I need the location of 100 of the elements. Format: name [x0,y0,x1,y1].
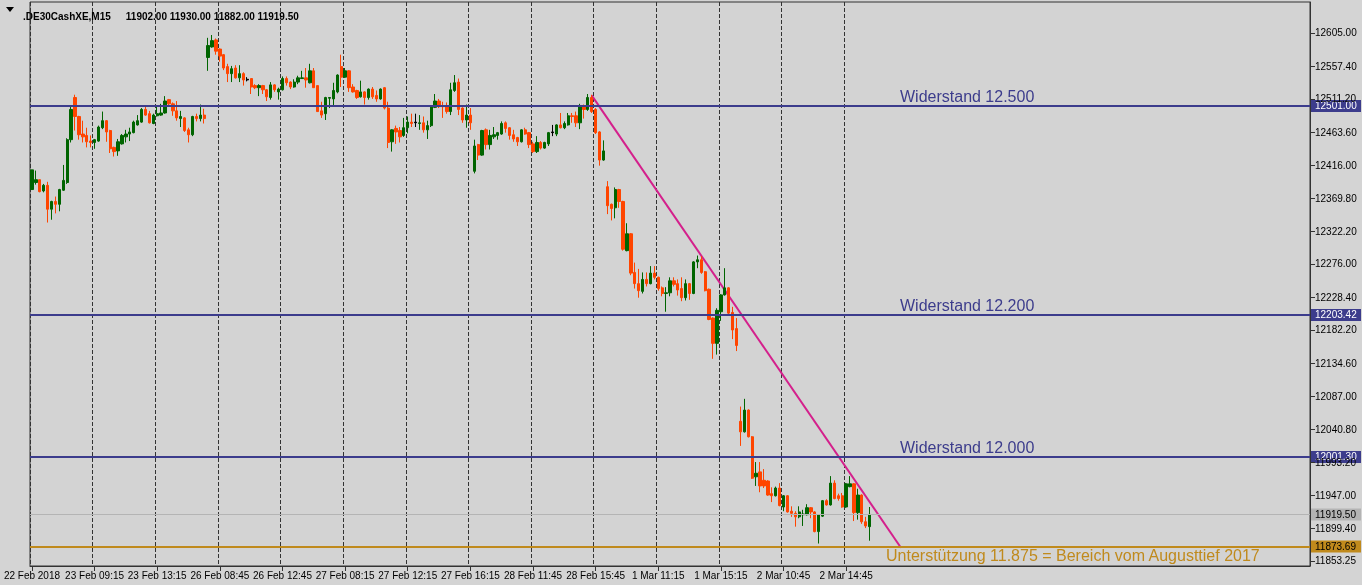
candlestick [50,200,53,221]
candlestick [422,115,425,134]
candlestick [285,75,288,87]
ref-line-label: Widerstand 12.000 [900,439,1035,457]
candlestick [567,112,570,127]
candlestick [473,139,476,174]
candlestick [140,107,143,124]
candlestick [520,128,523,143]
x-tick-label: 2 Mar 10:45 [756,569,811,581]
candlestick [602,139,605,162]
candlestick [754,461,758,487]
candlestick [38,179,41,193]
x-tick-label: 28 Feb 15:45 [566,569,626,581]
x-tick-label: 26 Feb 12:45 [253,569,313,581]
candlestick [371,86,374,100]
candlestick [841,492,844,509]
candlestick [570,112,574,124]
ref-line-label: Unterstützung 11.875 = Bereich vom Augusttief 2017 [886,547,1260,565]
candlestick [230,65,233,83]
candlestick [242,71,245,87]
candlestick [398,126,402,143]
candlestick [363,90,366,106]
ref-line-label: Widerstand 12.500 [900,88,1035,106]
candlestick [30,169,34,191]
candlestick [300,70,304,80]
candlestick [813,510,816,533]
candlestick [195,113,198,122]
candlestick [578,103,582,130]
candlestick [829,475,832,507]
candlestick [269,81,272,101]
candlestick [81,120,85,143]
candlestick [124,129,128,143]
candlestick [484,127,488,150]
candlestick [148,110,151,125]
candlestick [289,80,292,90]
candlestick [273,83,276,93]
candlestick [308,63,312,84]
x-tick-label: 27 Feb 16:15 [440,569,501,581]
x-tick-label: 23 Feb 09:15 [65,569,125,581]
candlestick [250,78,253,95]
candlestick [778,482,781,507]
candlestick [42,183,45,193]
candlestick [293,78,296,89]
candlestick [199,104,202,122]
y-tick-label: 12276.00 [1315,258,1358,270]
candlestick [418,114,421,131]
candlestick [304,67,308,89]
candlestick [394,125,398,145]
candlestick [206,37,210,72]
y-tick-label: 12463.60 [1315,126,1358,138]
candlestick [375,90,378,103]
candlestick [856,488,860,521]
candlestick [680,276,683,302]
candlestick [676,278,679,297]
candlestick [324,96,327,121]
text: 11919.50 [1315,508,1357,520]
candlestick [402,117,405,138]
candlestick [649,265,652,285]
candlestick [539,140,542,150]
candlestick [625,222,629,252]
candlestick [480,129,484,157]
y-tick-label: 12228.40 [1315,291,1358,303]
text: 11902.00 11930.00 11882.00 11919.50 [125,10,300,22]
x-tick-label: 23 Feb 13:15 [127,569,188,581]
candlestick [786,494,789,514]
candlestick [469,107,472,131]
candlestick [465,104,468,129]
candlestick [296,75,300,85]
x-tick-label: 26 Feb 08:45 [190,569,250,581]
candlestick [692,260,695,295]
candlestick [390,128,394,153]
y-tick-label: 11993.20 [1315,457,1357,469]
candlestick [203,108,206,125]
candlestick [743,398,746,434]
text: 11873.69 [1315,541,1357,553]
candlestick [645,271,648,287]
candlestick [191,115,194,137]
candlestick [54,196,57,214]
y-tick-label: 12557.40 [1315,60,1358,72]
candlestick [512,129,515,143]
candlestick [860,493,863,525]
candlestick [641,271,644,294]
y-tick-label: 12369.80 [1315,192,1358,204]
candlestick [175,100,178,122]
candlestick [340,54,343,88]
x-tick-label: 1 Mar 15:15 [694,569,748,581]
x-tick-label: 22 Feb 2018 [3,569,61,581]
candlestick [34,170,38,186]
candlestick [852,482,856,522]
candlestick [774,486,777,497]
y-tick-label: 12087.00 [1315,391,1358,403]
candlestick [179,110,182,128]
candlestick [574,111,578,128]
candlestick [559,112,562,129]
candlestick [825,498,828,507]
y-tick-label: 11947.00 [1315,489,1357,501]
candlestick [477,143,480,161]
candlestick [527,131,531,149]
candlestick [246,76,249,82]
x-tick-label: 27 Feb 12:15 [378,569,438,581]
